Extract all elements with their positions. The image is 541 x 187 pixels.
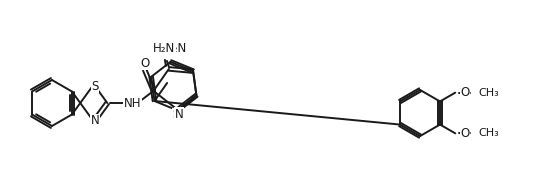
Text: O: O [140, 56, 149, 70]
Text: CH₃: CH₃ [478, 128, 499, 138]
Text: NH: NH [124, 96, 141, 110]
Text: H₂N: H₂N [153, 42, 175, 55]
Text: CH₃: CH₃ [478, 88, 499, 98]
Text: O: O [460, 127, 470, 140]
Text: O: O [460, 86, 470, 99]
Text: H₂N: H₂N [165, 42, 187, 55]
Text: N: N [175, 108, 183, 121]
Text: S: S [91, 80, 98, 93]
Text: S: S [172, 108, 180, 121]
Text: N: N [90, 114, 99, 127]
